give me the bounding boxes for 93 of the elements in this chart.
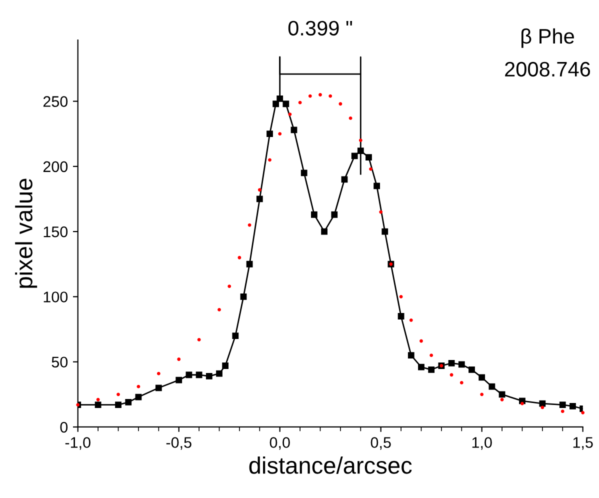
point [258, 188, 262, 192]
point [321, 228, 328, 235]
point [408, 352, 414, 359]
point [272, 100, 280, 108]
point [186, 372, 192, 378]
y-tick-label: 50 [52, 356, 68, 368]
point [500, 398, 504, 402]
point [331, 211, 338, 218]
point [458, 361, 465, 368]
point [96, 398, 100, 402]
x-tick-label: 1,0 [472, 437, 492, 450]
point [155, 384, 162, 392]
point [228, 284, 232, 288]
point [282, 100, 290, 108]
y-axis-title: pixel value [15, 178, 38, 288]
point [196, 372, 202, 378]
point [290, 126, 298, 134]
point [238, 256, 242, 260]
point [308, 94, 312, 98]
point [480, 392, 484, 396]
point [266, 130, 273, 138]
point [468, 366, 475, 373]
x-tick-label: 1,5 [573, 437, 593, 450]
point [581, 410, 585, 414]
point [379, 210, 383, 214]
point [116, 392, 120, 396]
point [222, 362, 229, 369]
x-tick-label: 0,0 [270, 437, 290, 450]
point [246, 260, 253, 268]
x-tick-label: -1,0 [65, 437, 90, 450]
y-tick-label: 150 [44, 226, 68, 238]
point [560, 410, 564, 414]
point [136, 384, 140, 388]
point [374, 182, 380, 190]
point [448, 360, 455, 366]
point [418, 364, 424, 370]
point [369, 167, 372, 171]
point [328, 94, 332, 98]
point [450, 373, 454, 377]
point [278, 132, 282, 136]
point [420, 339, 423, 343]
point [310, 211, 318, 218]
y-tick-label: 100 [44, 292, 68, 302]
point [428, 366, 435, 373]
x-axis-title: distance/arcsec [249, 456, 412, 474]
point [240, 294, 247, 300]
point [216, 370, 222, 377]
point [488, 383, 496, 390]
point [256, 196, 263, 202]
point [348, 116, 352, 120]
point [115, 402, 122, 408]
point [288, 112, 292, 116]
point [206, 372, 212, 380]
x-tick-label: -0,5 [166, 437, 192, 450]
point [318, 93, 322, 96]
point [300, 170, 308, 176]
point [177, 358, 181, 361]
point [460, 380, 464, 384]
point [176, 376, 182, 384]
point [197, 338, 201, 342]
point [398, 313, 404, 320]
point [409, 318, 413, 322]
point [358, 138, 362, 142]
point [218, 308, 221, 312]
point [94, 402, 102, 408]
point [498, 391, 506, 398]
annotation: 2008.746 [505, 62, 590, 77]
x-tick-label: 0,5 [370, 437, 391, 450]
text: 0.399 " [288, 20, 352, 36]
point [430, 354, 434, 358]
point [539, 400, 546, 407]
point [298, 100, 302, 104]
point [268, 158, 272, 162]
point [559, 402, 566, 408]
point [366, 154, 372, 160]
point [540, 406, 544, 410]
annotation: β Phe [522, 28, 574, 48]
point [232, 332, 239, 339]
point [520, 402, 524, 406]
point [382, 228, 388, 235]
point [399, 295, 403, 298]
y-tick-label: 200 [43, 161, 68, 172]
y-tick-label: 250 [43, 96, 68, 107]
point [125, 399, 132, 406]
point [341, 176, 348, 183]
point [276, 95, 284, 102]
point [570, 402, 576, 410]
y-tick-label: 0 [60, 422, 68, 433]
point [478, 374, 486, 381]
point [156, 372, 160, 376]
point [338, 102, 342, 106]
point [135, 394, 142, 400]
point [351, 152, 358, 160]
